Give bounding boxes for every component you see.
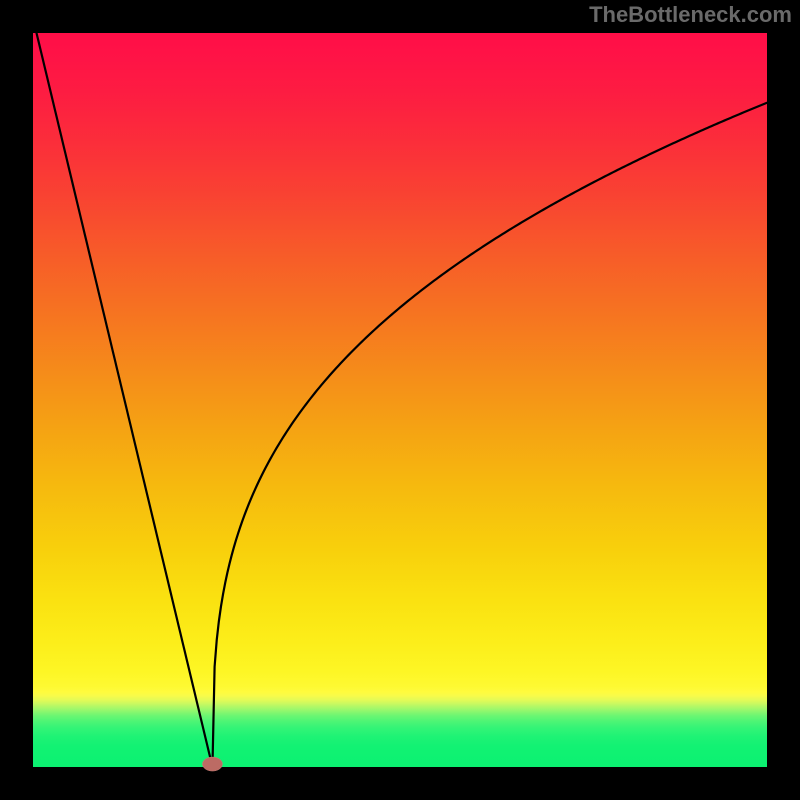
chart-svg bbox=[0, 0, 800, 800]
chart-root: TheBottleneck.com bbox=[0, 0, 800, 800]
cusp-marker bbox=[202, 757, 222, 771]
watermark-text: TheBottleneck.com bbox=[589, 2, 792, 28]
plot-area bbox=[33, 33, 767, 767]
